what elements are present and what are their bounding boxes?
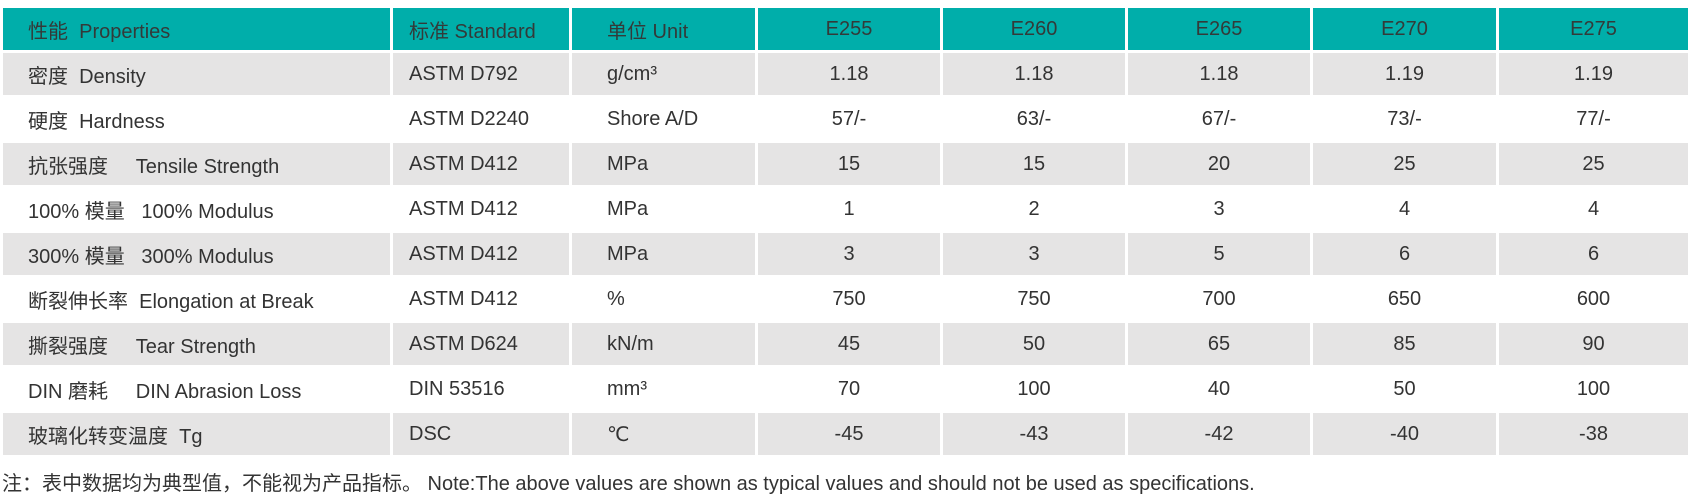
value-cell: 70: [758, 368, 940, 410]
value-cell: 6: [1313, 233, 1496, 275]
value-cell: -43: [943, 413, 1125, 455]
property-cell: 硬度 Hardness: [3, 98, 390, 140]
unit-cell: ℃: [572, 413, 755, 455]
value-cell: 67/-: [1128, 98, 1310, 140]
standard-cell: ASTM D2240: [393, 98, 569, 140]
value-cell: 1.18: [943, 53, 1125, 95]
unit-cell: kN/m: [572, 323, 755, 365]
property-cell: 300% 模量 300% Modulus: [3, 233, 390, 275]
value-cell: 100: [943, 368, 1125, 410]
value-cell: 2: [943, 188, 1125, 230]
standard-cell: DSC: [393, 413, 569, 455]
property-cell: 抗张强度 Tensile Strength: [3, 143, 390, 185]
value-cell: 3: [1128, 188, 1310, 230]
property-cell: 断裂伸长率 Elongation at Break: [3, 278, 390, 320]
unit-cell: MPa: [572, 143, 755, 185]
value-cell: 20: [1128, 143, 1310, 185]
value-cell: 4: [1313, 188, 1496, 230]
property-cell: 密度 Density: [3, 53, 390, 95]
standard-cell: ASTM D624: [393, 323, 569, 365]
value-cell: 1.19: [1313, 53, 1496, 95]
value-cell: 65: [1128, 323, 1310, 365]
value-cell: 40: [1128, 368, 1310, 410]
value-cell: 45: [758, 323, 940, 365]
header-grade-e270: E270: [1313, 8, 1496, 50]
property-cell: DIN 磨耗 DIN Abrasion Loss: [3, 368, 390, 410]
table-row: 玻璃化转变温度 Tg DSC ℃ -45 -43 -42 -40 -38: [3, 413, 1688, 455]
header-grade-e265: E265: [1128, 8, 1310, 50]
unit-cell: mm³: [572, 368, 755, 410]
value-cell: 650: [1313, 278, 1496, 320]
property-cell: 100% 模量 100% Modulus: [3, 188, 390, 230]
header-standard: 标准 Standard: [393, 8, 569, 50]
value-cell: 1: [758, 188, 940, 230]
header-unit: 单位 Unit: [572, 8, 755, 50]
value-cell: 15: [758, 143, 940, 185]
value-cell: -45: [758, 413, 940, 455]
table-body: 密度 Density ASTM D792 g/cm³ 1.18 1.18 1.18 1.19…: [3, 53, 1688, 455]
value-cell: 6: [1499, 233, 1688, 275]
value-cell: 1.18: [758, 53, 940, 95]
value-cell: 25: [1499, 143, 1688, 185]
unit-cell: MPa: [572, 233, 755, 275]
value-cell: 100: [1499, 368, 1688, 410]
value-cell: 3: [758, 233, 940, 275]
standard-cell: ASTM D412: [393, 143, 569, 185]
property-cell: 玻璃化转变温度 Tg: [3, 413, 390, 455]
table-row: 撕裂强度 Tear Strength ASTM D624 kN/m 45 50 65 85 9…: [3, 323, 1688, 365]
value-cell: 25: [1313, 143, 1496, 185]
footnote: 注：表中数据均为典型值，不能视为产品指标。 Note:The above val…: [2, 473, 1255, 495]
value-cell: -40: [1313, 413, 1496, 455]
value-cell: 600: [1499, 278, 1688, 320]
unit-cell: %: [572, 278, 755, 320]
header-grade-e255: E255: [758, 8, 940, 50]
header-grade-e260: E260: [943, 8, 1125, 50]
table-row: 100% 模量 100% Modulus ASTM D412 MPa 1 2 3 4 4: [3, 188, 1688, 230]
header-properties: 性能 Properties: [3, 8, 390, 50]
value-cell: -42: [1128, 413, 1310, 455]
value-cell: 1.18: [1128, 53, 1310, 95]
value-cell: 77/-: [1499, 98, 1688, 140]
value-cell: 63/-: [943, 98, 1125, 140]
value-cell: 50: [943, 323, 1125, 365]
value-cell: 1.19: [1499, 53, 1688, 95]
value-cell: -38: [1499, 413, 1688, 455]
table-header: 性能 Properties 标准 Standard 单位 Unit E255 E…: [3, 8, 1688, 50]
table-row: 300% 模量 300% Modulus ASTM D412 MPa 3 3 5 6 6: [3, 233, 1688, 275]
standard-cell: ASTM D412: [393, 278, 569, 320]
properties-table: 性能 Properties 标准 Standard 单位 Unit E255 E…: [0, 5, 1691, 458]
value-cell: 57/-: [758, 98, 940, 140]
value-cell: 700: [1128, 278, 1310, 320]
standard-cell: DIN 53516: [393, 368, 569, 410]
table-row: 硬度 Hardness ASTM D2240 Shore A/D 57/- 63/- 67…: [3, 98, 1688, 140]
header-row: 性能 Properties 标准 Standard 单位 Unit E255 E…: [3, 8, 1688, 50]
value-cell: 73/-: [1313, 98, 1496, 140]
standard-cell: ASTM D412: [393, 233, 569, 275]
property-cell: 撕裂强度 Tear Strength: [3, 323, 390, 365]
header-grade-e275: E275: [1499, 8, 1688, 50]
value-cell: 5: [1128, 233, 1310, 275]
standard-cell: ASTM D412: [393, 188, 569, 230]
value-cell: 3: [943, 233, 1125, 275]
table-row: 密度 Density ASTM D792 g/cm³ 1.18 1.18 1.18 1.19…: [3, 53, 1688, 95]
value-cell: 15: [943, 143, 1125, 185]
value-cell: 750: [943, 278, 1125, 320]
table-row: DIN 磨耗 DIN Abrasion Loss DIN 53516 mm³ 70 10…: [3, 368, 1688, 410]
value-cell: 50: [1313, 368, 1496, 410]
value-cell: 85: [1313, 323, 1496, 365]
unit-cell: Shore A/D: [572, 98, 755, 140]
table-row: 抗张强度 Tensile Strength ASTM D412 MPa 15 15 20 2…: [3, 143, 1688, 185]
unit-cell: g/cm³: [572, 53, 755, 95]
standard-cell: ASTM D792: [393, 53, 569, 95]
value-cell: 4: [1499, 188, 1688, 230]
value-cell: 750: [758, 278, 940, 320]
table-row: 断裂伸长率 Elongation at Break ASTM D412% 750 75…: [3, 278, 1688, 320]
value-cell: 90: [1499, 323, 1688, 365]
unit-cell: MPa: [572, 188, 755, 230]
